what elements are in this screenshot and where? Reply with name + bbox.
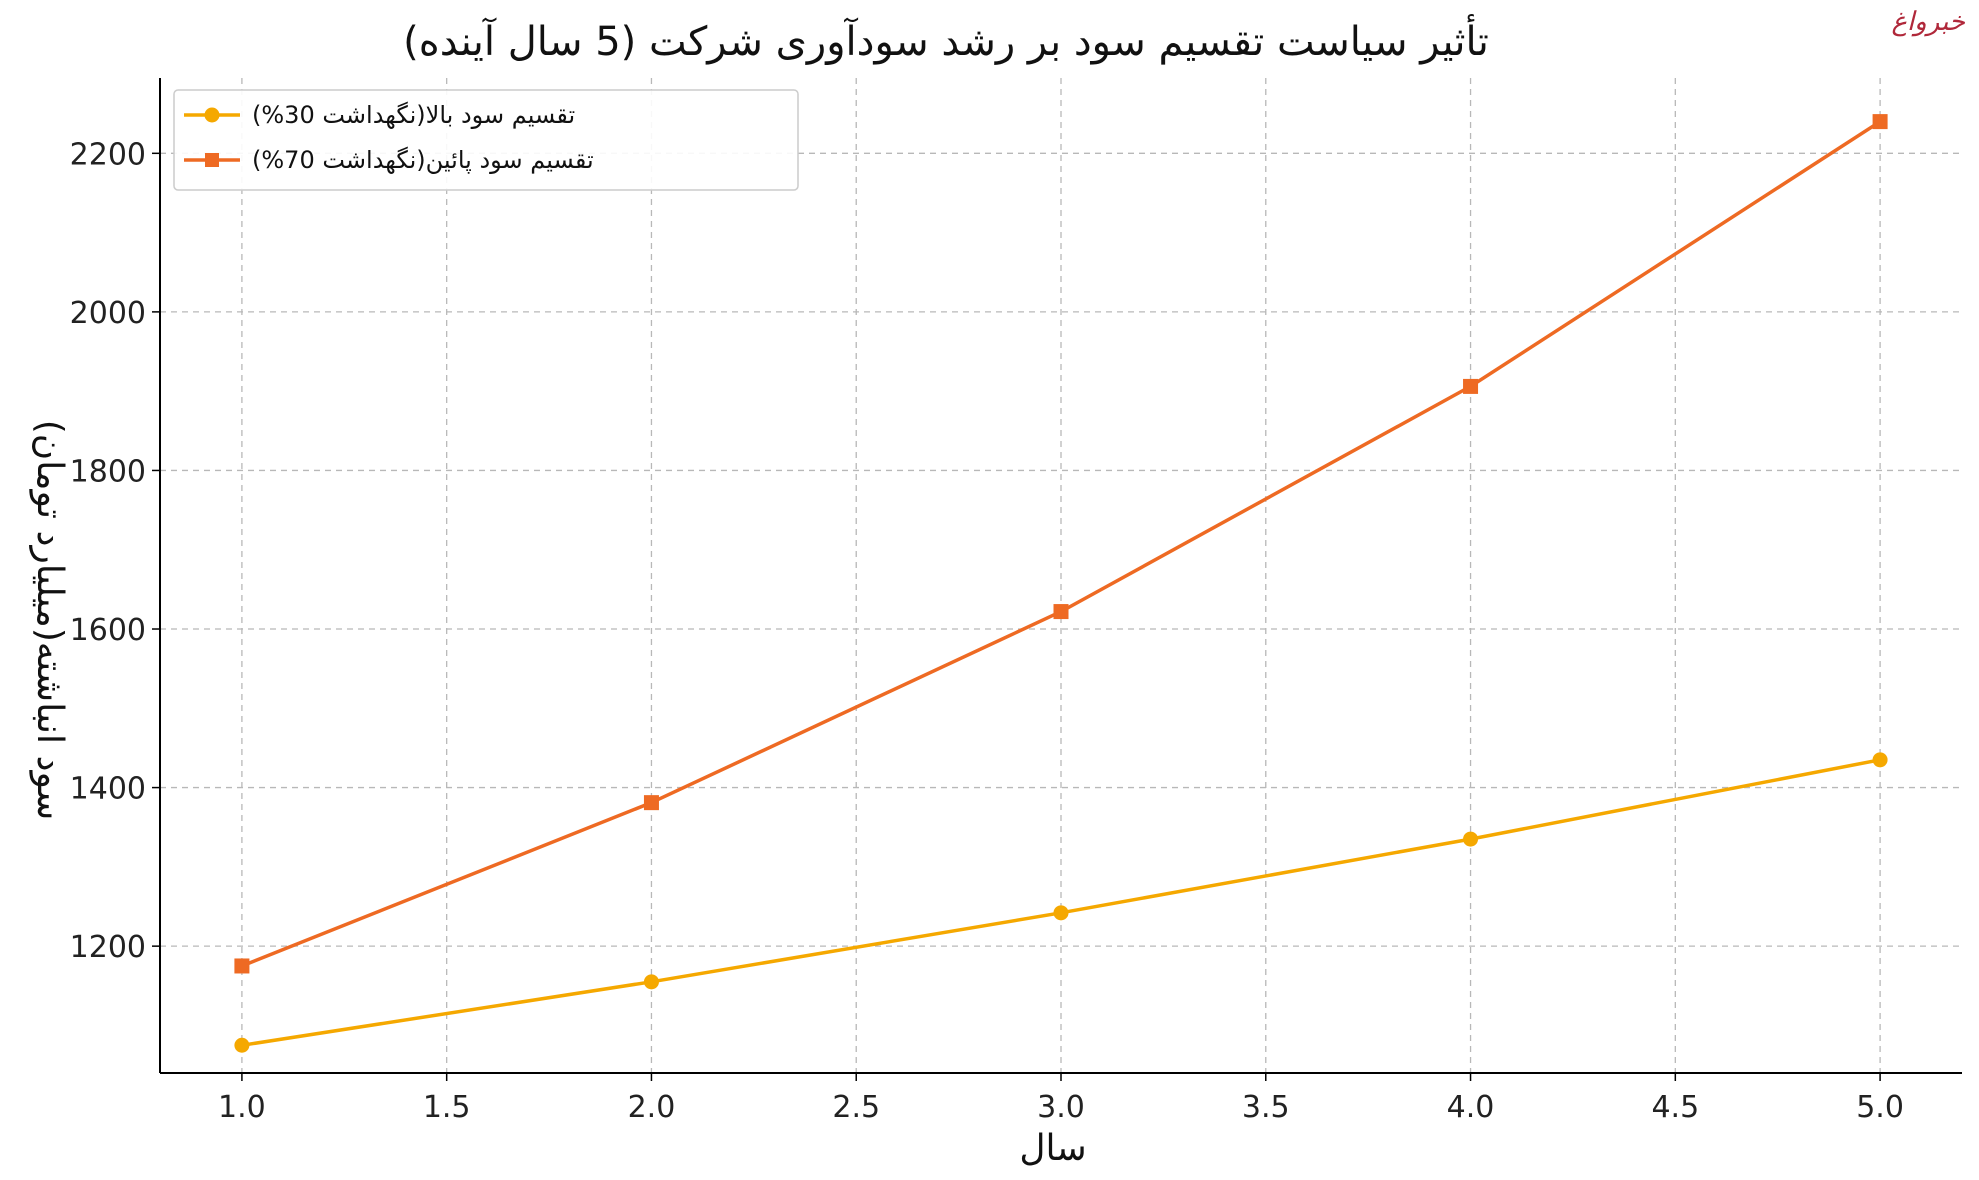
data-point-s0-0: [234, 1037, 250, 1053]
data-point-s1-1: [643, 795, 659, 811]
data-point-s0-4: [1872, 752, 1888, 768]
data-point-s1-4: [1872, 114, 1888, 130]
watermark-logo: خبرواغ: [1891, 7, 1965, 37]
chart-title: تأثیر سیاست تقسیم سود بر رشد سودآوری شرک…: [403, 14, 1489, 65]
data-point-s1-3: [1463, 378, 1479, 394]
series-layer: [234, 114, 1888, 1053]
x-tick-label-5: 3.5: [1242, 1090, 1290, 1125]
tick-layer: 1.0 1.5 2.0 2.5 3.0 3.5 4.0 4.5 5.0 1200 1400 1600 1…: [70, 137, 1904, 1125]
legend: تقسیم سود بالا(نگهداشت 30%) تقسیم سود پا…: [173, 89, 799, 191]
x-tick-label-7: 4.5: [1651, 1090, 1699, 1125]
y-tick-label-5: 2200: [70, 137, 146, 172]
series-0: [234, 752, 1888, 1053]
data-point-s0-2: [1053, 905, 1069, 921]
legend-swatch-marker-high: [204, 107, 220, 123]
x-tick-label-3: 2.5: [832, 1090, 880, 1125]
x-tick-label-2: 2.0: [628, 1090, 676, 1125]
data-point-s1-2: [1053, 604, 1069, 620]
y-tick-label-4: 2000: [70, 296, 146, 331]
legend-label-high: تقسیم سود بالا(نگهداشت 30%): [252, 101, 575, 129]
x-tick-label-8: 5.0: [1856, 1090, 1904, 1125]
legend-frame: [173, 89, 799, 191]
data-point-s0-1: [643, 974, 659, 990]
y-tick-label-3: 1800: [70, 454, 146, 489]
legend-swatch-marker-low: [205, 153, 219, 167]
y-axis-title: سود انباشته(میلیارد تومان): [29, 420, 70, 821]
legend-label-low: تقسیم سود پائین(نگهداشت 70%): [252, 146, 594, 174]
x-tick-label-0: 1.0: [218, 1090, 266, 1125]
x-tick-label-1: 1.5: [423, 1090, 471, 1125]
grid-layer: [160, 78, 1962, 1073]
data-point-s1-0: [234, 958, 250, 974]
y-tick-label-2: 1600: [70, 613, 146, 648]
series-1: [234, 114, 1888, 974]
x-axis-title: سال: [1019, 1128, 1086, 1169]
x-tick-label-6: 4.0: [1447, 1090, 1495, 1125]
data-point-s0-3: [1463, 831, 1479, 847]
y-tick-label-0: 1200: [70, 930, 146, 965]
y-tick-label-1: 1400: [70, 772, 146, 807]
x-tick-label-4: 3.0: [1037, 1090, 1085, 1125]
